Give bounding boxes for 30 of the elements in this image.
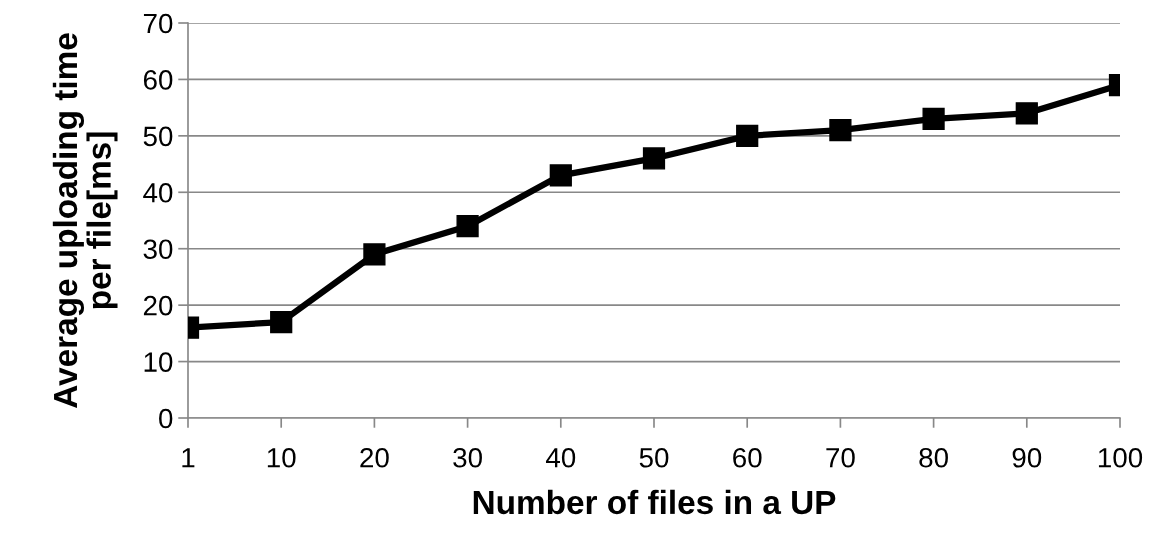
x-tick-label: 90: [1012, 447, 1042, 468]
x-tick-label: 80: [919, 447, 948, 468]
x-tick-label: 20: [360, 447, 389, 468]
y-tick-label: 60: [143, 70, 173, 90]
x-tick-label: 70: [826, 447, 855, 468]
point: [456, 215, 479, 238]
y-tick-label: 30: [143, 239, 173, 260]
x-tick-label: 100: [1098, 447, 1143, 468]
point: [829, 119, 852, 142]
x-tick-label: 50: [639, 447, 669, 468]
y-axis-title: Average uploading time per file[ms]: [52, 33, 118, 408]
y-tick-label: 50: [143, 126, 173, 147]
point: [1015, 102, 1038, 125]
y-tick-label: 40: [143, 182, 173, 203]
point: [922, 107, 945, 131]
y-tick-label: 70: [143, 13, 173, 34]
x-axis-title: Number of files in a UP: [473, 489, 836, 515]
point: [736, 124, 759, 147]
point: [270, 310, 293, 334]
point: [363, 243, 386, 266]
x-tick-label: 10: [267, 447, 296, 468]
y-tick-label: 0: [159, 408, 173, 429]
y-tick-label: 20: [143, 295, 173, 316]
x-tick-label: 30: [453, 447, 482, 468]
x-tick-label: 60: [733, 447, 762, 468]
point: [549, 164, 572, 187]
y-tick-label: 10: [144, 352, 173, 372]
x-tick-label: 1: [182, 448, 195, 468]
x-tick-label: 40: [545, 447, 576, 468]
point: [642, 147, 666, 170]
